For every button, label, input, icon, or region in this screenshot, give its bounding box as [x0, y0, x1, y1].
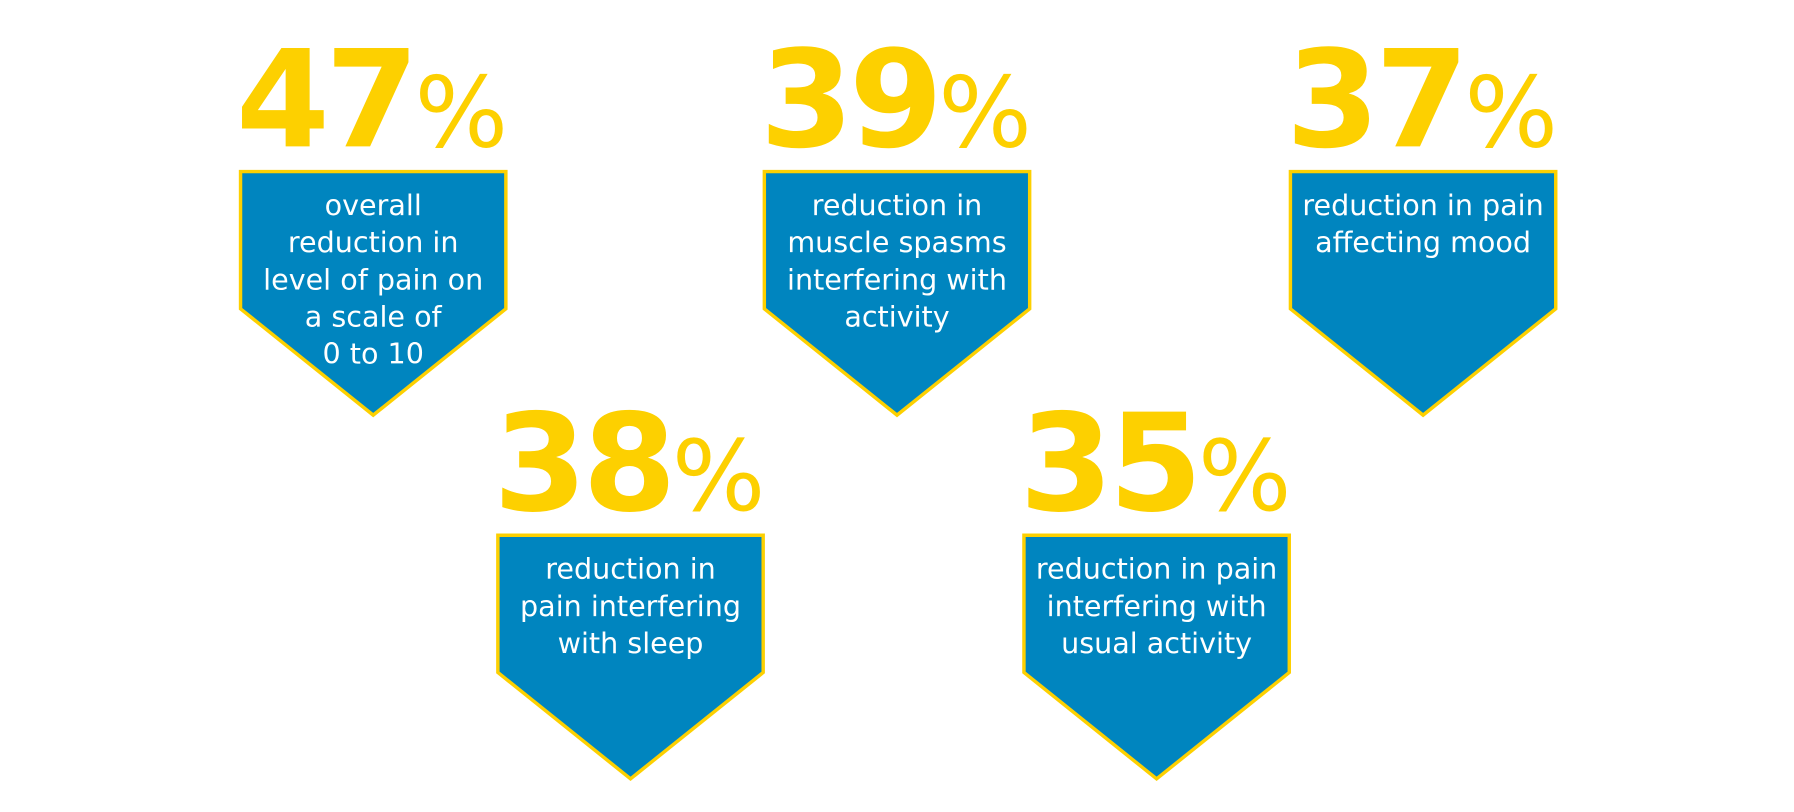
stat-unit: % [1464, 56, 1557, 170]
arrow-shield [238, 169, 508, 418]
stat-description: interfering with [1047, 589, 1267, 623]
stat-description: reduction in pain [1036, 552, 1277, 586]
stat-description: reduction in [812, 188, 983, 222]
stat-description: 0 to 10 [322, 337, 423, 371]
stat-description: overall [325, 188, 422, 222]
stat-description: reduction in pain [1302, 188, 1543, 222]
stat-description: level of pain on [263, 262, 483, 296]
stat-value: 35% [1019, 385, 1291, 542]
stat-value: 37% [1286, 21, 1558, 178]
arrow-shield [762, 169, 1032, 418]
stat-unit: % [415, 56, 508, 170]
stat-description: activity [844, 300, 949, 334]
stat-description: muscle spasms [787, 225, 1006, 259]
stat-number: 38 [493, 385, 672, 542]
stat-number: 37 [1286, 21, 1465, 178]
stat-description: with sleep [558, 626, 704, 660]
stat-value: 38% [493, 385, 765, 542]
stat-description: interfering with [787, 262, 1007, 296]
stat-value: 47% [236, 21, 508, 178]
stat-number: 47 [236, 21, 415, 178]
stat-description: reduction in [288, 225, 459, 259]
arrow-shield [496, 533, 765, 782]
arrow-shield [1022, 533, 1291, 782]
stat-description: pain interfering [520, 589, 741, 623]
stat-number: 39 [760, 21, 939, 178]
stat-description: usual activity [1061, 626, 1252, 660]
stat-value: 39% [760, 21, 1032, 178]
stat-description: affecting mood [1315, 225, 1531, 259]
stat-unit: % [1198, 420, 1291, 534]
stat-description: a scale of [305, 300, 443, 334]
stat-unit: % [672, 420, 765, 534]
stat-description: reduction in [545, 552, 716, 586]
arrow-shield [1288, 169, 1558, 418]
stat-unit: % [938, 56, 1031, 170]
stat-number: 35 [1019, 385, 1198, 542]
